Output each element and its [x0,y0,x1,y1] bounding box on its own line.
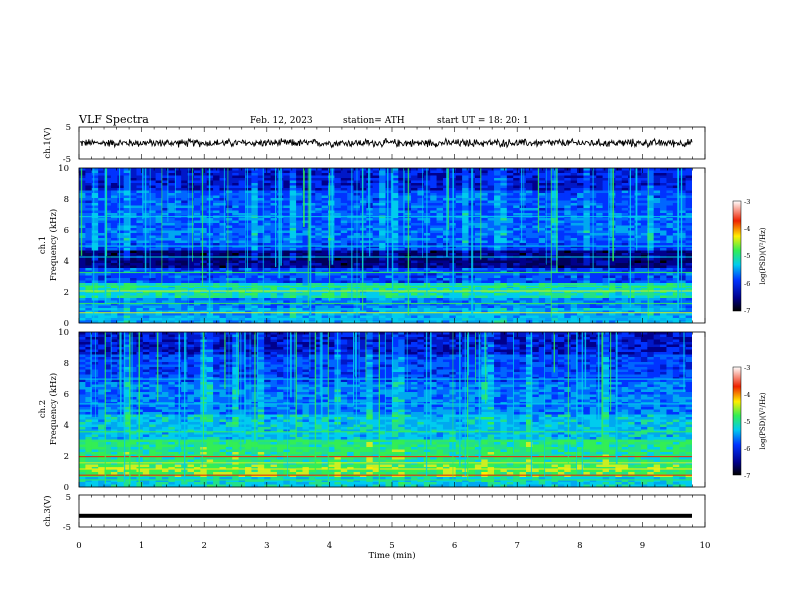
ch1-freq-tick-8: 8 [64,195,69,205]
ch2-spectrogram-panel: 0 2 4 6 8 10 ch.2 Frequency (kHz) -3 -4 … [38,328,767,493]
ch2-spectrogram-ylabel: Frequency (kHz) [48,373,59,445]
ch2-freq-tick-0: 0 [64,483,69,493]
ch1-freq-tick-0: 0 [64,319,69,329]
ch2-colorbar-tick-7: -7 [744,472,750,480]
ch2-colorbar [732,366,742,476]
x-axis-tick-labels: 0 1 2 3 4 5 6 7 8 9 10 [76,541,710,551]
ch2-spectrogram-channel-label: ch.2 [38,400,48,418]
ch3-waveform-frame [78,494,706,528]
x-tick-9: 9 [640,541,645,551]
ch2-freq-tick-10: 10 [58,328,69,338]
ch2-spectrogram-image [79,332,705,488]
x-tick-7: 7 [514,541,519,551]
ch1-colorbar-tick-7: -7 [744,307,750,315]
ch3-waveform-panel: 5 -5 ch.3(V) [42,493,706,533]
ch3-waveform-line [79,513,692,518]
ch1-ytick-bottom: -5 [63,155,71,165]
x-tick-6: 6 [452,541,457,551]
ch1-spectrogram-ylabel: Frequency (kHz) [48,209,59,281]
ch1-waveform-line [79,137,693,149]
ch3-ytick-bottom: -5 [63,523,71,533]
ch1-spectrogram-panel: 0 2 4 6 8 10 ch.1 Frequency (kHz) -3 -4 … [38,164,767,329]
x-tick-3: 3 [264,541,269,551]
ch2-freq-tick-2: 2 [64,452,69,462]
ch2-colorbar-label: log(PSD)(V²/Hz) [759,392,767,449]
start-time-label: start UT = 18: 20: 1 [437,116,529,126]
ch1-waveform-ylabel: ch.1(V) [42,127,53,158]
ch2-colorbar-tick-3: -3 [744,364,750,372]
x-tick-1: 1 [139,541,144,551]
ch1-waveform-panel: 5 -5 ch.1(V) [42,123,706,165]
x-tick-0: 0 [76,541,81,551]
ch1-freq-tick-10: 10 [58,164,69,174]
ch2-freq-tick-6: 6 [64,390,69,400]
x-tick-10: 10 [700,541,711,551]
ch3-ytick-top: 5 [66,493,71,503]
ch2-colorbar-tick-4: -4 [744,391,750,399]
ch1-spectrogram-image [79,168,705,324]
x-axis-ticks [78,127,706,527]
date-label: Feb. 12, 2023 [250,116,313,126]
x-tick-4: 4 [327,541,332,551]
x-axis-label: Time (min) [368,550,415,561]
ch2-freq-tick-4: 4 [64,421,69,431]
ch1-colorbar-label: log(PSD)(V²/Hz) [759,227,767,284]
station-label: station= ATH [343,116,405,126]
x-tick-5: 5 [389,541,394,551]
ch1-colorbar-tick-5: -5 [744,252,750,260]
ch3-waveform-ylabel: ch.3(V) [42,495,53,526]
ch1-colorbar [732,200,742,312]
ch1-ytick-top: 5 [66,123,71,133]
ch1-freq-tick-4: 4 [64,257,69,267]
ch2-freq-tick-8: 8 [64,359,69,369]
ch2-colorbar-tick-5: -5 [744,418,750,426]
x-tick-8: 8 [577,541,582,551]
figure-title: VLF Spectra [78,113,149,126]
x-tick-2: 2 [201,541,206,551]
ch1-colorbar-tick-4: -4 [744,225,750,233]
ch1-freq-tick-6: 6 [64,226,69,236]
ch1-colorbar-tick-6: -6 [744,280,750,288]
ch2-colorbar-tick-6: -6 [744,445,750,453]
ch1-spectrogram-channel-label: ch.1 [38,236,48,254]
ch1-colorbar-tick-3: -3 [744,198,750,206]
ch1-freq-tick-2: 2 [64,288,69,298]
